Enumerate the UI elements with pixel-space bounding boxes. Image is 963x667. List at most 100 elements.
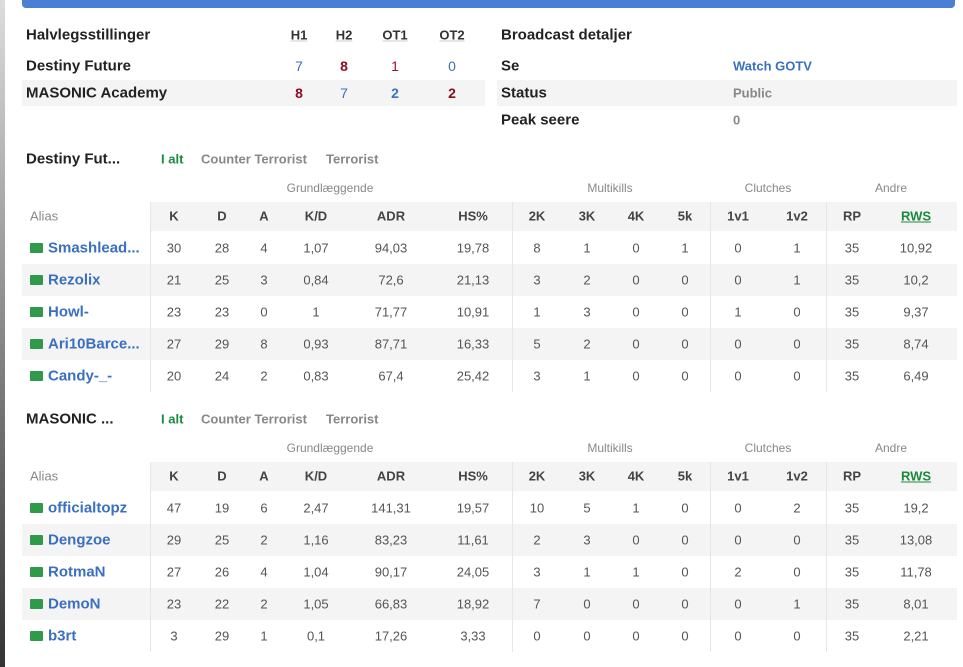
player-name[interactable]: RotmaN [48,563,106,581]
stat-cell: 6,49 [903,368,929,384]
column-header: 5k [677,208,693,224]
tab[interactable]: I alt [161,151,184,167]
column-separator [710,462,711,652]
stat-cell: 1 [583,564,591,580]
stat-cell: 2 [260,368,268,384]
stat-cell: 27 [166,336,182,352]
stat-cell: 29 [214,628,230,644]
stat-cell: 83,23 [374,532,408,548]
column-separator [512,462,513,652]
tab[interactable]: Counter Terrorist [201,151,307,167]
stat-cell: 1 [734,304,742,320]
row-bg [22,80,485,106]
halftime-header: OT1 [382,27,408,43]
player-name[interactable]: Candy-_- [48,367,113,385]
row-bg [22,264,957,296]
stat-cell: 0 [734,500,742,516]
column-header: Alias [30,208,59,224]
stat-cell: 3 [260,272,268,288]
flag-icon [30,307,43,317]
stat-cell: 25 [214,272,230,288]
player-name[interactable]: officialtopz [48,499,128,517]
stat-cell: 2 [533,532,541,548]
group-header: Andre [874,441,908,455]
stat-cell: 0 [793,532,801,548]
tab[interactable]: Terrorist [326,411,379,427]
stat-cell: 25,42 [456,368,490,384]
halftime-title: Halvlegsstillinger [26,26,151,44]
stat-cell: 10 [529,500,545,516]
stat-cell: 10,91 [456,304,490,320]
player-name[interactable]: b3rt [48,627,77,645]
player-name[interactable]: Ari10Barce... [48,335,140,353]
column-header: 3K [578,468,596,484]
stat-cell: 0 [793,336,801,352]
stat-cell: 1 [632,564,640,580]
stat-cell: 17,26 [374,628,408,644]
stat-cell: 0 [632,304,640,320]
column-header: 1v1 [727,208,749,224]
column-header: 2K [528,208,546,224]
stat-cell: 4 [260,564,268,580]
stat-cell: 0 [734,336,742,352]
stat-cell: 47 [166,500,182,516]
column-header: A [259,468,269,484]
player-name[interactable]: Dengzoe [48,531,111,549]
stat-cell: 1 [681,240,689,256]
stat-cell: 0 [734,532,742,548]
tab[interactable]: Terrorist [326,151,379,167]
stat-cell: 35 [844,596,860,612]
stat-cell: 5 [533,336,541,352]
header-bg [150,462,957,491]
stat-cell: 11,61 [457,532,489,548]
stat-cell: 22 [214,596,230,612]
stat-cell: 1 [793,272,801,288]
score: 2 [391,85,399,101]
column-header[interactable]: RWS [900,208,932,224]
score: 7 [340,85,348,101]
stat-cell: 0 [681,304,689,320]
tab[interactable]: Counter Terrorist [201,411,307,427]
player-name[interactable]: Rezolix [48,271,101,289]
tab[interactable]: I alt [161,411,184,427]
stat-cell: 1 [533,304,541,320]
watch-link[interactable]: Watch GOTV [733,58,812,74]
stat-cell: 8 [533,240,541,256]
stat-cell: 23 [214,304,230,320]
stat-cell: 0,83 [303,368,329,384]
broadcast-title: Broadcast detaljer [501,26,632,44]
stat-cell: 2 [583,336,591,352]
stat-cell: 19,2 [903,500,929,516]
stat-cell: 20 [166,368,182,384]
stat-cell: 0 [681,272,689,288]
team-name: MASONIC ... [26,410,114,428]
flag-icon [30,599,43,609]
stat-cell: 0 [793,628,801,644]
stat-cell: 0 [632,368,640,384]
stat-cell: 0 [632,628,640,644]
player-name[interactable]: Smashlead... [48,239,140,257]
column-header[interactable]: RWS [900,468,932,484]
column-header: HS% [458,208,488,224]
stat-cell: 0 [681,596,689,612]
player-name[interactable]: Howl- [48,303,89,321]
stat-cell: 35 [844,304,860,320]
flag-icon [30,567,43,577]
group-header: Multikills [587,181,633,195]
flag-icon [30,275,43,285]
player-name[interactable]: DemoN [48,595,101,613]
header-bg [150,202,957,231]
column-separator [150,462,151,652]
stat-cell: 35 [844,336,860,352]
stat-cell: 2 [260,596,268,612]
stat-cell: 0 [793,368,801,384]
stat-cell: 11,78 [900,564,932,580]
stat-cell: 0 [681,628,689,644]
column-header: D [217,208,227,224]
stat-cell: 0,84 [303,272,329,288]
stat-cell: 2 [583,272,591,288]
stat-cell: 0,1 [306,628,326,644]
stat-cell: 1,04 [303,564,329,580]
column-header: 3K [578,208,596,224]
